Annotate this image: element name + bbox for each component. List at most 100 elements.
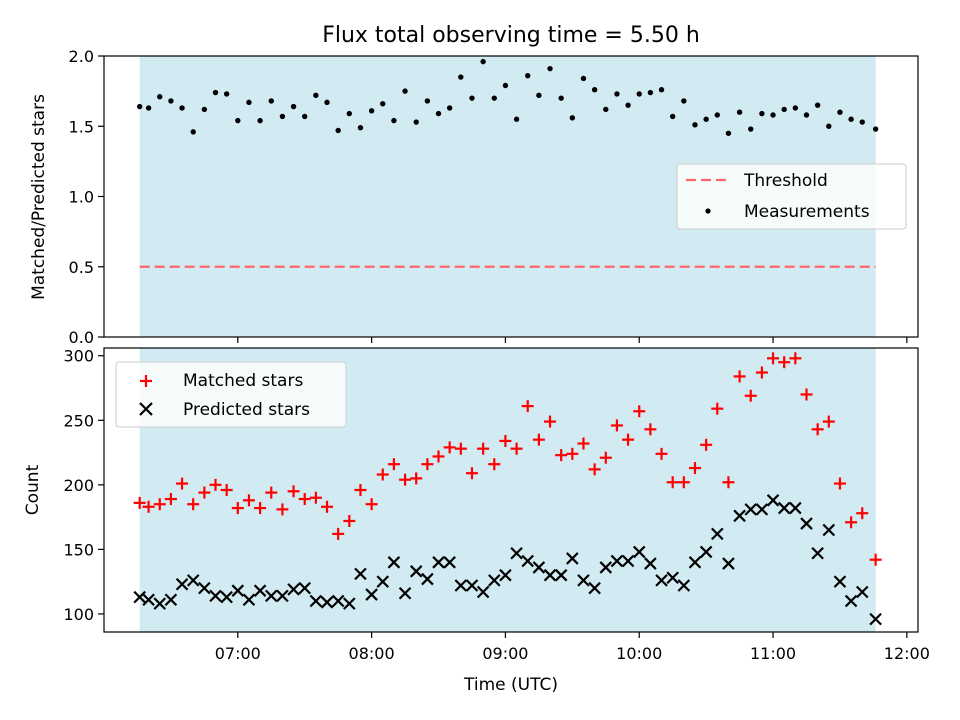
matched-star-point: [187, 498, 200, 511]
y-tick-label: 1.0: [69, 188, 94, 207]
matched-star-point: [432, 450, 445, 463]
predicted-star-point: [253, 584, 267, 597]
measurement-point: [380, 101, 386, 107]
predicted-star-point: [777, 501, 791, 515]
y-tick-label: 2.0: [69, 47, 94, 66]
cross-b: [476, 585, 490, 599]
measurement-point: [848, 116, 854, 122]
predicted-star-point: [510, 546, 523, 560]
x-tick-label: 09:00: [482, 644, 528, 663]
measurement-point: [513, 116, 520, 122]
measurement-point: [223, 91, 230, 97]
predicted-star-point: [869, 612, 882, 626]
matched-star-point: [153, 498, 166, 511]
cross-b: [142, 593, 155, 607]
matched-star-point: [733, 370, 746, 383]
measurement-point: [759, 110, 765, 117]
measurement-point: [435, 110, 442, 117]
matched-star-point: [343, 514, 356, 527]
matched-star-point: [833, 477, 846, 490]
measurement-point: [391, 117, 397, 124]
predicted-star-point: [499, 568, 512, 582]
matched-star-point: [856, 507, 869, 520]
measurement-point: [402, 88, 408, 94]
matched-star-point: [198, 486, 211, 499]
cross-b: [532, 561, 546, 574]
predicted-star-point: [855, 585, 869, 599]
matched-star-point: [254, 502, 267, 515]
measurement-point: [625, 102, 631, 108]
measurement-point: [212, 89, 219, 96]
predicted-star-point: [554, 568, 568, 582]
cross-b: [800, 517, 813, 530]
matched-star-point: [387, 458, 400, 471]
cross-b: [309, 594, 323, 608]
y-tick-label: 250: [63, 411, 94, 430]
predicted-star-point: [632, 545, 646, 559]
measurement-point: [781, 106, 787, 113]
matched-star-point: [465, 467, 478, 480]
cross-b: [465, 579, 479, 592]
measurement-point: [257, 117, 263, 124]
cross-b: [711, 527, 724, 541]
matched-star-point: [477, 442, 490, 455]
predicted-star-point: [309, 594, 323, 608]
matched-star-point: [869, 553, 882, 566]
measurement-point: [413, 119, 419, 125]
measurement-point: [290, 103, 297, 110]
measurement-point: [313, 92, 319, 99]
predicted-star-point: [320, 596, 334, 609]
cross-b: [398, 586, 412, 600]
predicted-star-point: [443, 556, 456, 569]
y-tick-label: 0.5: [69, 258, 94, 277]
matched-star-point: [209, 478, 222, 491]
predicted-star-point: [276, 589, 289, 603]
predicted-star-point: [409, 565, 423, 578]
predicted-star-point: [677, 579, 691, 592]
predicted-star-point: [487, 574, 501, 587]
cross-b: [577, 574, 590, 587]
predicted-star-point: [242, 593, 256, 607]
measurement-point: [603, 106, 609, 113]
predicted-star-point: [133, 590, 146, 604]
x-axis-label: Time (UTC): [463, 675, 558, 695]
measurement-point: [469, 95, 475, 101]
cross-b: [253, 584, 267, 597]
matched-star-point: [421, 458, 434, 471]
measurement-point: [368, 108, 375, 114]
measurement-point: [803, 112, 810, 118]
predicted-stars-points: [133, 494, 882, 626]
predicted-star-point: [688, 556, 702, 569]
matched-star-point: [555, 449, 568, 462]
predicted-star-point: [387, 556, 401, 569]
matched-star-point: [176, 477, 189, 490]
measurement-point: [837, 109, 843, 115]
predicted-star-point: [666, 571, 679, 585]
predicted-star-point: [644, 557, 657, 570]
matched-star-point: [220, 484, 233, 496]
matched-star-point: [454, 442, 467, 455]
measurement-point: [201, 106, 208, 113]
measurement-point: [703, 116, 709, 122]
matched-star-point: [845, 516, 858, 529]
bottom-plot-frame: [103, 347, 919, 633]
cross-b: [722, 557, 735, 570]
matched-star-point: [443, 441, 456, 454]
measurement-point: [246, 99, 252, 106]
predicted-star-point: [198, 581, 211, 595]
cross-b: [766, 494, 780, 507]
cross-b: [186, 574, 200, 587]
cross-b: [387, 556, 401, 569]
cross-b: [421, 572, 434, 586]
predicted-star-point: [610, 554, 624, 568]
predicted-star-point: [599, 561, 613, 574]
cross-b: [777, 501, 791, 515]
predicted-star-point: [376, 575, 390, 588]
matched-star-point: [309, 491, 322, 504]
predicted-star-point: [733, 509, 746, 523]
x-tick-label: 10:00: [616, 644, 662, 663]
matched-star-point: [822, 415, 835, 428]
cross-b: [365, 588, 378, 601]
predicted-star-point: [755, 503, 769, 516]
predicted-star-point: [655, 574, 668, 587]
